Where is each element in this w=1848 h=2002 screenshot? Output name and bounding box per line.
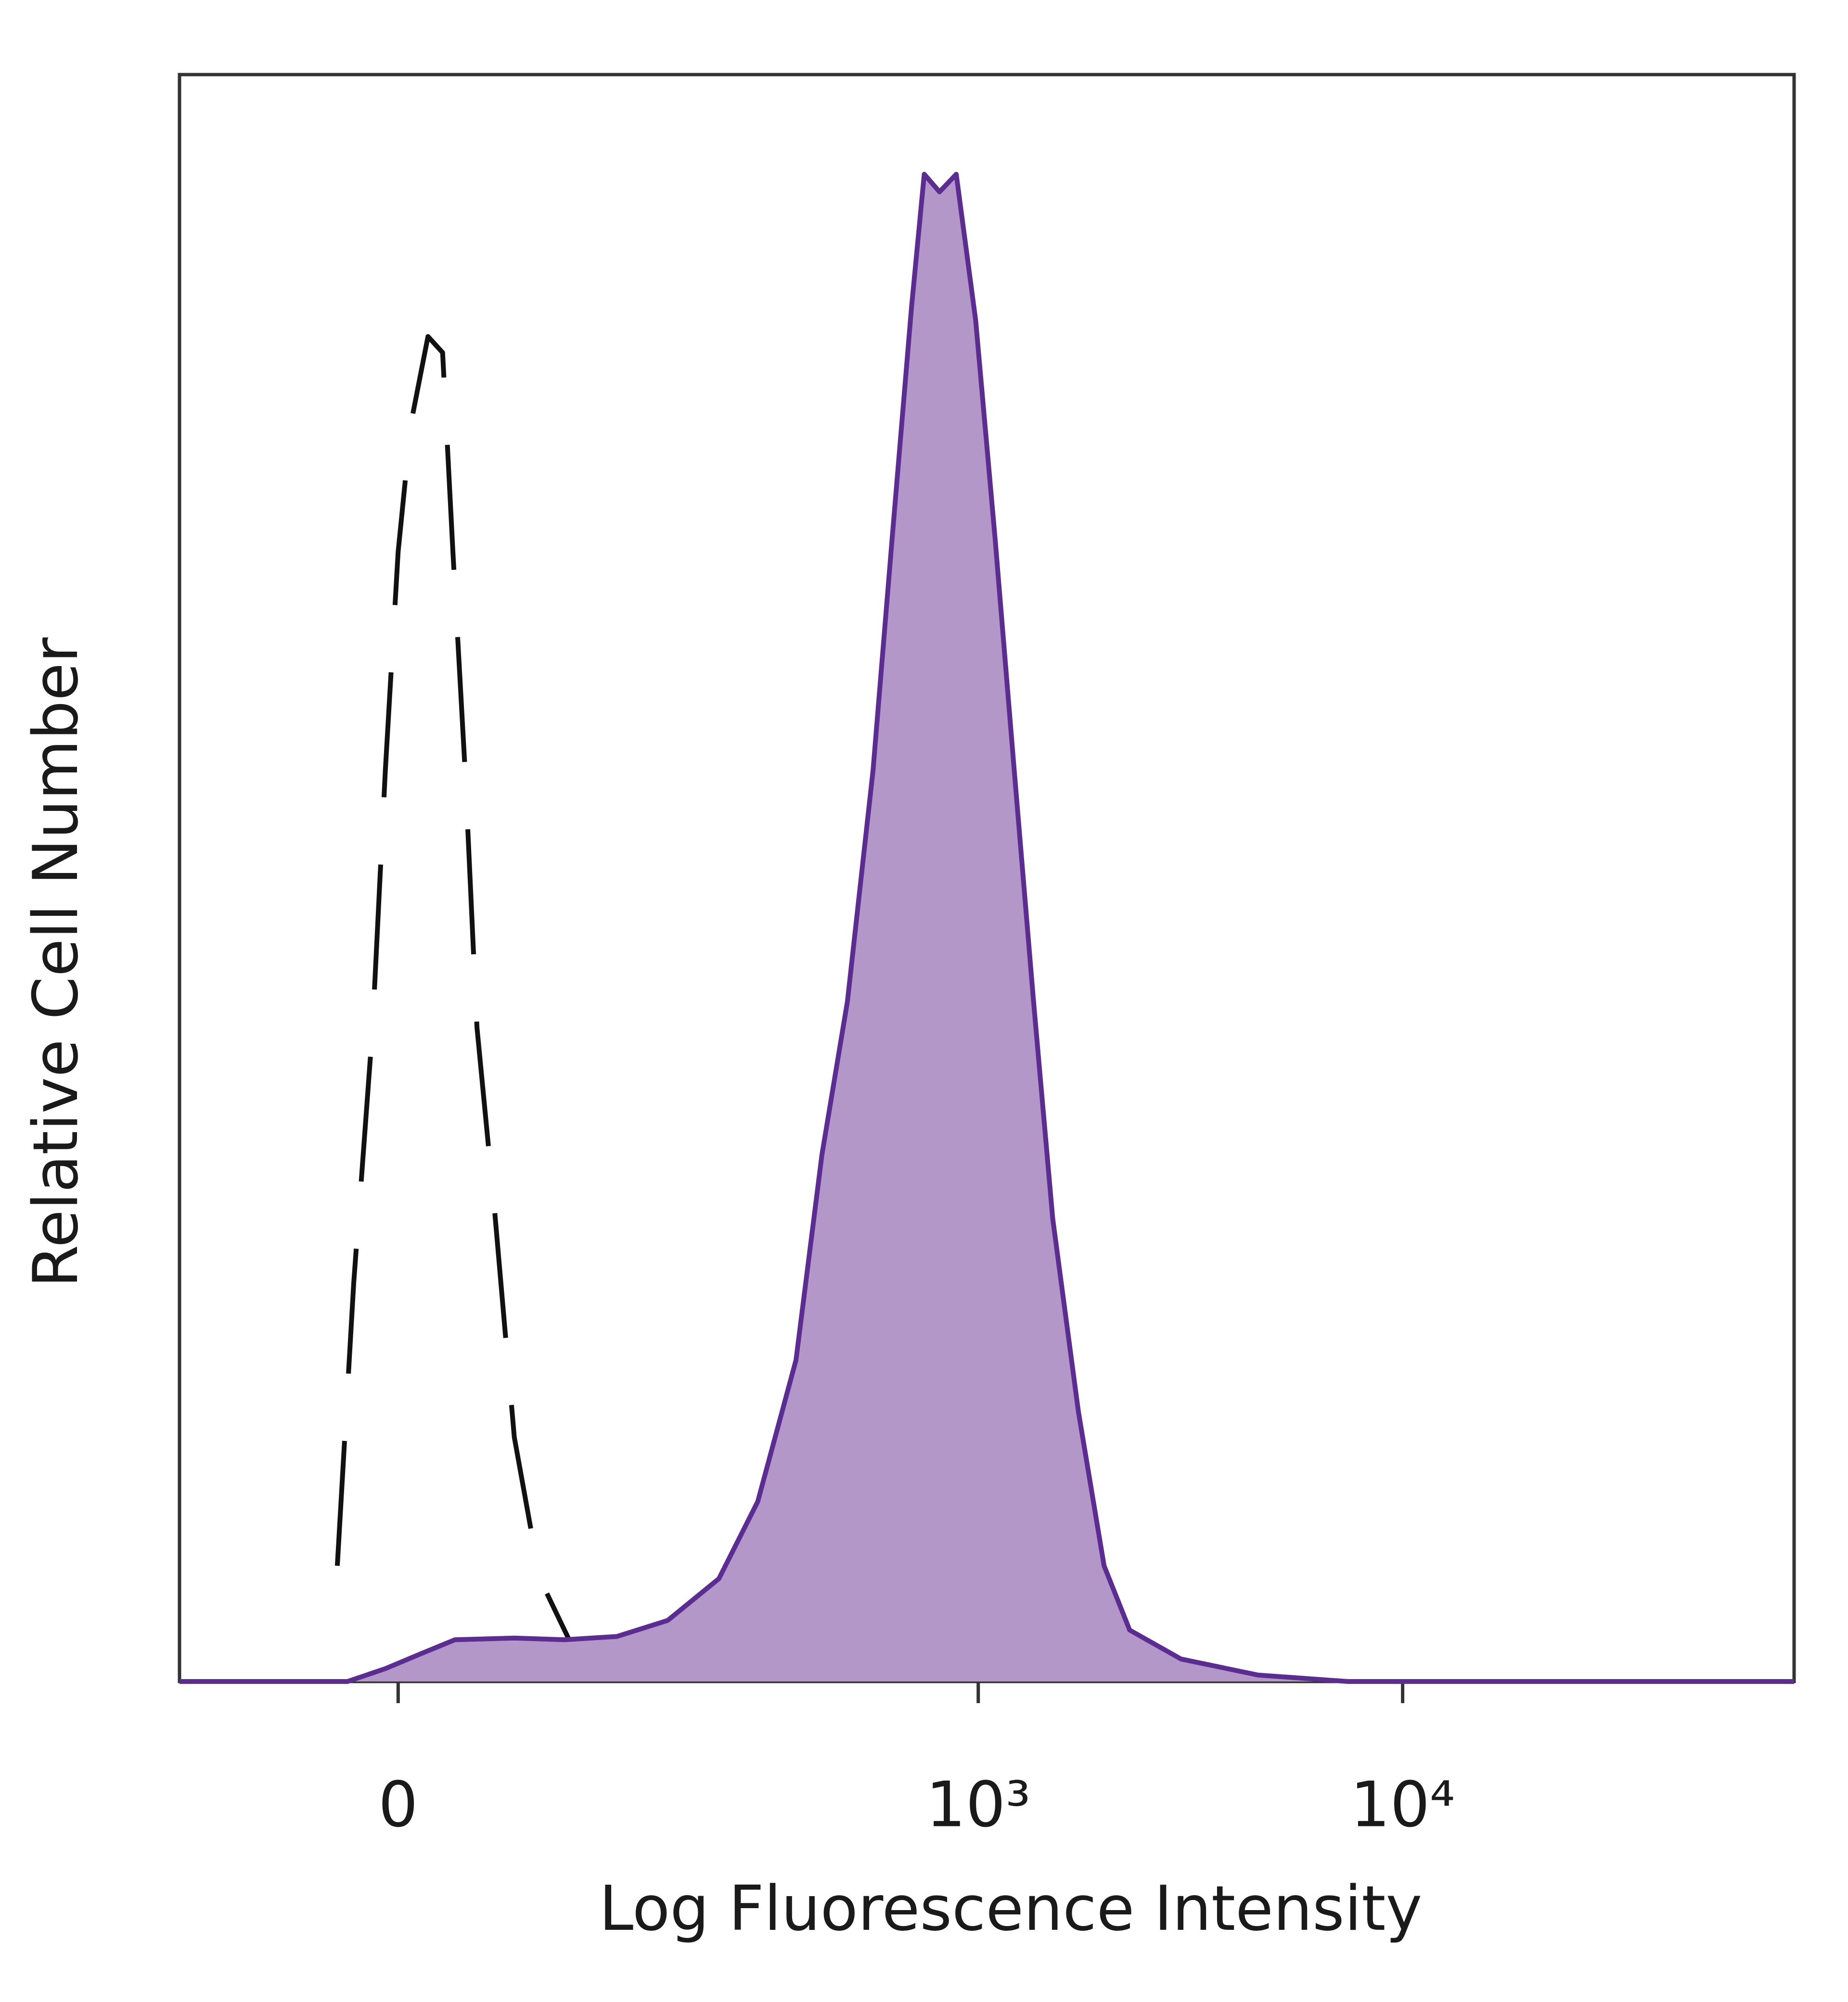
x-tick-label: 10⁴ [1350,1768,1455,1841]
x-axis-label: Log Fluorescence Intensity [599,1873,1422,1945]
histogram-area [180,172,1794,1684]
x-tick-label: 10³ [926,1768,1031,1841]
histogram-line [334,334,605,1677]
x-tick-label: 0 [378,1768,418,1841]
y-axis-label: Relative Cell Number [20,637,92,1287]
